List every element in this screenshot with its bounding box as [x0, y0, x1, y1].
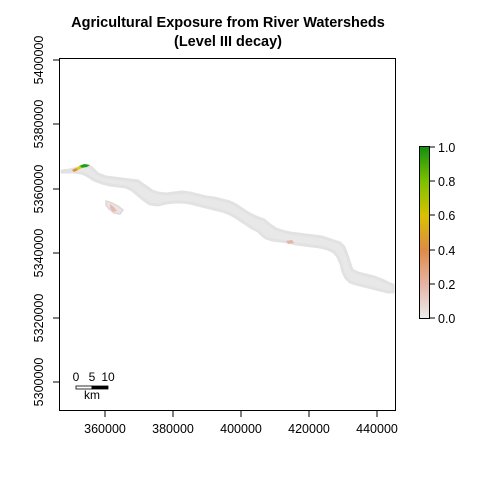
scale-bar-label-5: 5: [89, 370, 96, 384]
y-tick-label: 5320000: [32, 294, 46, 343]
x-tick-label: 420000: [288, 422, 330, 436]
watershed-region: [60, 163, 395, 294]
x-axis: 360000 380000 400000 420000 440000: [84, 410, 398, 436]
x-tick-label: 400000: [220, 422, 262, 436]
plot-frame: [59, 58, 396, 411]
y-tick-label: 5360000: [32, 165, 46, 214]
y-tick-label: 5300000: [32, 358, 46, 407]
legend-colorbar: [419, 146, 430, 319]
legend-tick-label: 0.2: [438, 278, 455, 292]
scale-bar-label-10: 10: [101, 370, 115, 384]
legend-tick-label: 1.0: [438, 141, 455, 155]
river-watershed: [60, 163, 395, 294]
legend-tick-label: 0.8: [438, 175, 455, 189]
x-tick-label: 360000: [84, 422, 126, 436]
legend-tick-label: 0.0: [438, 312, 455, 326]
exposure-patch-pink-branch: [110, 204, 117, 212]
river-branch: [105, 199, 125, 215]
scale-bar-unit: km: [84, 388, 100, 402]
map-subtitle: (Level III decay): [174, 34, 282, 50]
map-title: Agricultural Exposure from River Watersh…: [71, 15, 385, 31]
legend-tick-label: 0.6: [438, 209, 455, 223]
exposure-patch-green: [79, 164, 90, 168]
scale-bar: 0 5 10 km: [73, 370, 115, 402]
legend-tick-label: 0.4: [438, 244, 455, 258]
y-tick-label: 5340000: [32, 229, 46, 278]
x-tick-label: 380000: [152, 422, 194, 436]
y-axis: 5300000 5320000 5340000 5360000 5380000 …: [32, 36, 60, 407]
y-tick-label: 5380000: [32, 100, 46, 149]
scale-bar-label-0: 0: [73, 370, 80, 384]
scale-bar-segment-dark: [91, 385, 109, 390]
x-tick-label: 440000: [356, 422, 398, 436]
exposure-patch-yellow: [76, 166, 82, 170]
exposure-patch-orange: [72, 168, 78, 172]
y-tick-label: 5400000: [32, 36, 46, 85]
exposure-patch-pink: [286, 240, 294, 244]
color-legend: 0.0 0.2 0.4 0.6 0.8 1.0: [419, 141, 455, 326]
